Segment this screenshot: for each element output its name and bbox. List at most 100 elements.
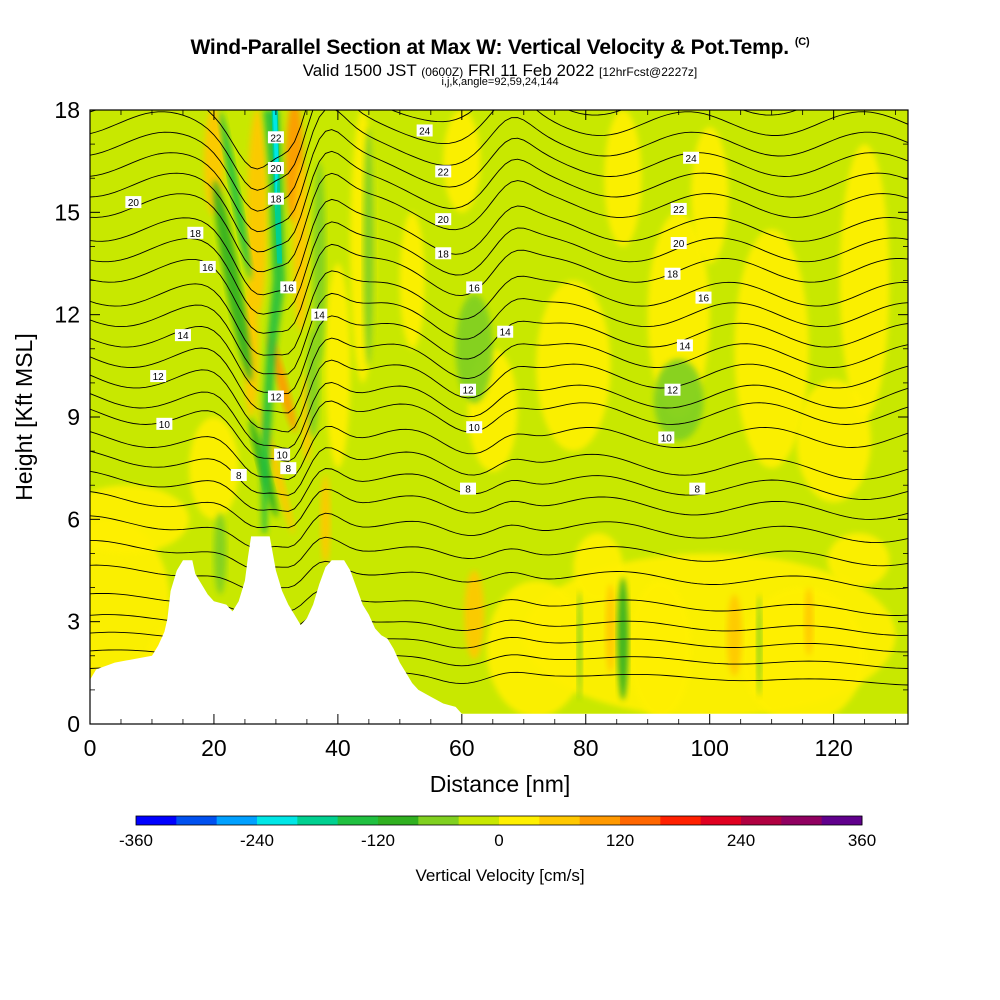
colorbar-swatch (418, 816, 460, 825)
velocity-patch (629, 580, 692, 718)
contour-label-text: 22 (270, 133, 282, 144)
valid-time: Valid 1500 JST (302, 61, 417, 80)
theta-contour (90, 468, 908, 512)
velocity-patch (363, 127, 375, 366)
terrain (90, 536, 908, 724)
contour-label-text: 16 (202, 263, 214, 274)
colorbar-swatch (821, 816, 863, 825)
velocity-patch (90, 485, 190, 554)
velocity-patch (653, 359, 704, 441)
x-axis-label: Distance [nm] (430, 771, 571, 797)
contour-label-bg (670, 237, 687, 250)
contour-label-bg (187, 226, 204, 239)
contour-label-bg (230, 468, 247, 481)
contour-label: 10 (466, 421, 483, 434)
contour-label-bg (267, 192, 284, 205)
contour-label: 14 (311, 308, 328, 322)
contour-label-bg (174, 329, 191, 342)
contour-label: 12 (460, 383, 477, 397)
x-tick-label: 0 (84, 735, 97, 761)
contour-label: 22 (670, 202, 687, 216)
velocity-patch (486, 580, 586, 718)
x-tick-label: 40 (325, 735, 351, 761)
colorbar-swatch (579, 816, 621, 825)
theta-contour (90, 560, 908, 592)
colorbar-label: Vertical Velocity [cm/s] (415, 866, 584, 885)
velocity-patch (647, 212, 710, 417)
contour-label: 10 (274, 448, 291, 462)
velocity-patch (796, 379, 871, 503)
theta-contour (90, 447, 908, 496)
velocity-patch (320, 474, 331, 564)
theta-contour (90, 172, 908, 273)
terrain-shape (90, 536, 908, 724)
colorbar-swatch (781, 816, 823, 825)
contour-label-text: 18 (438, 249, 450, 260)
contour-label-text: 24 (419, 126, 431, 137)
contour-label-text: 10 (469, 423, 481, 434)
y-tick-label: 3 (67, 609, 80, 635)
contour-label: 14 (174, 329, 191, 342)
contour-label: 16 (695, 291, 712, 305)
contour-label: 8 (230, 468, 247, 482)
contour-label: 18 (664, 267, 681, 281)
contour-label-text: 16 (283, 283, 295, 294)
contour-label: 14 (676, 339, 693, 352)
contour-label: 20 (670, 237, 687, 250)
contour-label-text: 14 (500, 328, 512, 339)
velocity-patch (577, 590, 583, 701)
contour-label-text: 20 (673, 239, 685, 250)
contour-label-text: 8 (465, 485, 471, 496)
theta-contour (90, 536, 908, 570)
colorbar-swatch (741, 816, 782, 825)
forecast-info: [12hrFcst@2227z] (599, 65, 698, 79)
velocity-patch (691, 127, 729, 264)
contour-label-text: 22 (673, 205, 685, 216)
contour-label-text: 22 (438, 167, 450, 178)
velocity-patch (604, 110, 642, 247)
velocity-patch (247, 110, 268, 315)
colorbar-frame (135, 815, 863, 826)
y-tick-label: 18 (54, 97, 80, 123)
velocity-patch (293, 161, 309, 332)
contour-label-bg (435, 213, 452, 226)
contour-label-text: 12 (667, 386, 679, 397)
velocity-patch (443, 110, 481, 213)
contour-label-text: 16 (698, 294, 710, 305)
theta-contour (90, 129, 908, 233)
contour-label: 18 (435, 247, 452, 260)
colorbar-swatch (700, 816, 742, 825)
theta-contour (90, 425, 908, 481)
contour-label-text: 20 (438, 215, 450, 226)
y-tick-label: 15 (54, 199, 80, 225)
contour-label-bg (311, 308, 328, 321)
chart-title: Wind-Parallel Section at Max W: Vertical… (0, 36, 1000, 60)
colorbar-tick-label: 0 (494, 831, 503, 850)
colorbar-tick-label: -120 (361, 831, 395, 850)
velocity-patch (464, 570, 485, 660)
theta-contour (90, 400, 908, 462)
theta-contour (90, 243, 908, 334)
contour-label: 12 (267, 390, 284, 404)
contour-label-bg (435, 165, 452, 178)
contour-label-text: 18 (667, 270, 679, 281)
y-tick-label: 12 (54, 302, 80, 328)
contour-label-text: 18 (270, 195, 282, 206)
contour-label: 8 (689, 482, 706, 496)
colorbar-tick-label: -360 (119, 831, 153, 850)
colorbar-swatch (499, 816, 540, 825)
theta-contour (90, 110, 908, 212)
velocity-patch (756, 594, 762, 697)
contour-label-bg (156, 417, 173, 430)
contour-label: 22 (267, 131, 284, 144)
valid-date: FRI 11 Feb 2022 (467, 61, 595, 80)
theta-contour (90, 198, 908, 296)
contour-label-bg (150, 370, 167, 383)
velocity-patch (455, 294, 493, 404)
colorbar-swatch (378, 816, 419, 825)
contour-label-bg (199, 260, 216, 273)
contour-label: 8 (280, 462, 297, 475)
colorbar-swatch (337, 816, 379, 825)
theta-contour (90, 221, 908, 315)
